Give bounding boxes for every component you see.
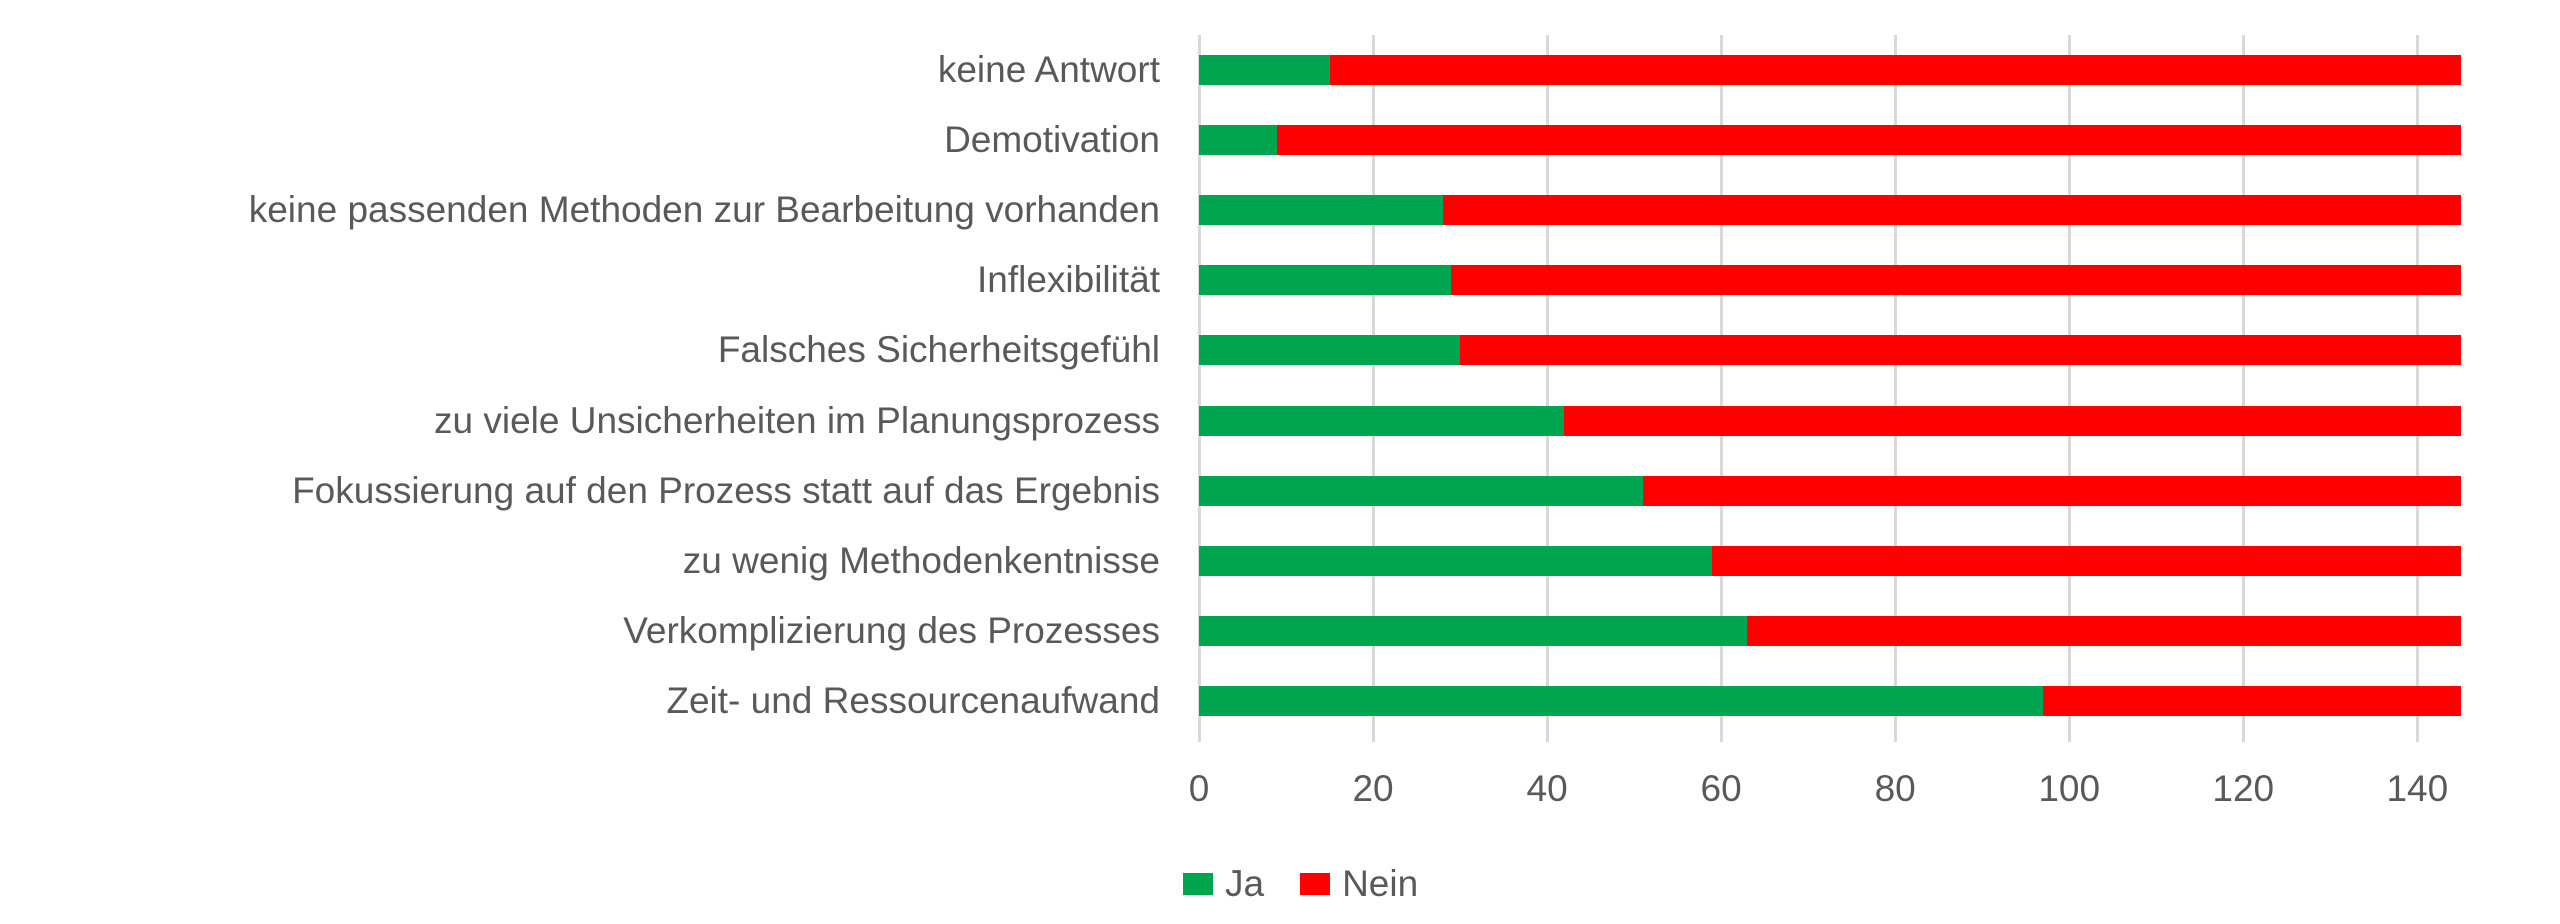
category-label: Falsches Sicherheitsgefühl	[717, 329, 1160, 371]
gridline-100	[2067, 35, 2071, 742]
bar-segment-ja	[1199, 335, 1461, 366]
bar-segment-nein	[1329, 55, 2461, 86]
x-tick-label: 100	[2038, 768, 2101, 809]
bar-segment-nein	[1442, 195, 2461, 226]
gridline-40	[1545, 35, 1549, 742]
gridline-20	[1371, 35, 1375, 742]
category-label: keine passenden Methoden zur Bearbeitung…	[248, 189, 1160, 231]
x-tick-label: 60	[1700, 768, 1742, 809]
gridline-140	[2415, 35, 2419, 742]
bar-segment-ja	[1199, 545, 1713, 576]
legend-swatch-nein	[1300, 873, 1331, 895]
legend-item-ja: Ja	[1183, 862, 1264, 906]
legend-swatch-ja	[1183, 873, 1213, 895]
category-label: zu viele Unsicherheiten im Planungsproze…	[434, 399, 1160, 441]
category-label: Inflexibilität	[976, 259, 1160, 301]
category-label: keine Antwort	[937, 49, 1160, 91]
bar-segment-ja	[1199, 685, 2044, 716]
bar-segment-nein	[1712, 545, 2461, 576]
bar-segment-nein	[1460, 335, 2461, 366]
bar-segment-nein	[1451, 265, 2461, 296]
bar-segment-ja	[1199, 265, 1452, 296]
bar-segment-nein	[1642, 475, 2461, 506]
bar-segment-ja	[1199, 195, 1443, 226]
gridline-0	[1197, 35, 1201, 742]
legend-item-nein: Nein	[1300, 862, 1418, 906]
x-tick-label: 0	[1188, 768, 1210, 809]
x-tick-label: 120	[2212, 768, 2275, 809]
category-label: Demotivation	[944, 119, 1160, 161]
legend-label: Ja	[1225, 863, 1265, 904]
category-label: Fokussierung auf den Prozess statt auf d…	[292, 469, 1160, 511]
x-tick-label: 140	[2386, 768, 2449, 809]
bar-segment-ja	[1199, 405, 1565, 436]
bar-segment-ja	[1199, 475, 1643, 506]
bar-segment-nein	[1747, 615, 2461, 646]
bar-segment-ja	[1199, 55, 1330, 86]
x-tick-label: 20	[1352, 768, 1394, 809]
gridline-60	[1719, 35, 1723, 742]
legend: Ja Nein	[1183, 862, 1418, 906]
gridline-80	[1893, 35, 1897, 742]
gridline-120	[2241, 35, 2245, 742]
bar-segment-ja	[1199, 125, 1278, 156]
bar-segment-nein	[1564, 405, 2461, 436]
bar-segment-nein	[2043, 685, 2461, 716]
bar-segment-ja	[1199, 615, 1748, 646]
legend-label: Nein	[1342, 863, 1419, 904]
category-label: Zeit- und Ressourcenaufwand	[666, 679, 1160, 721]
bar-segment-nein	[1277, 125, 2461, 156]
x-tick-label: 40	[1526, 768, 1568, 809]
category-label: zu wenig Methodenkentnisse	[682, 539, 1160, 581]
category-label: Verkomplizierung des Prozesses	[623, 609, 1160, 651]
x-tick-label: 80	[1874, 768, 1916, 809]
